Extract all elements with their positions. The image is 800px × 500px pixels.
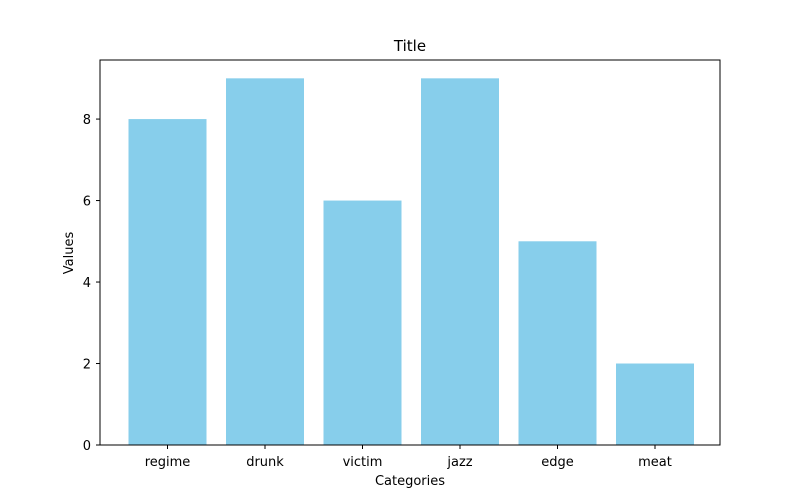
bar-meat	[616, 363, 694, 445]
x-axis-label: Categories	[375, 474, 445, 489]
y-tick-label: 2	[83, 358, 91, 373]
y-tick-label: 8	[83, 113, 91, 128]
y-tick-label: 6	[83, 195, 91, 210]
x-tick-label: drunk	[246, 455, 284, 470]
x-tick-label: edge	[541, 455, 574, 470]
bars-layer	[128, 78, 694, 446]
y-tick-label: 4	[83, 276, 91, 291]
y-axis-ticks: 0 2 4 6 8	[83, 113, 100, 454]
chart-title: Title	[393, 37, 426, 55]
x-tick-label: regime	[145, 455, 191, 470]
y-tick-label: 0	[83, 439, 91, 454]
y-axis-label: Values	[62, 232, 77, 275]
bar-victim	[323, 200, 402, 445]
bar-regime	[128, 119, 207, 446]
x-tick-label: victim	[343, 455, 383, 470]
bar-drunk	[226, 78, 304, 445]
plot-frame	[99, 59, 721, 446]
bar-edge	[518, 241, 597, 445]
x-tick-label: meat	[638, 455, 672, 470]
x-tick-label: jazz	[446, 455, 472, 470]
x-axis-ticks: regime drunk victim jazz edge meat	[145, 445, 672, 470]
bar-jazz	[421, 78, 499, 445]
